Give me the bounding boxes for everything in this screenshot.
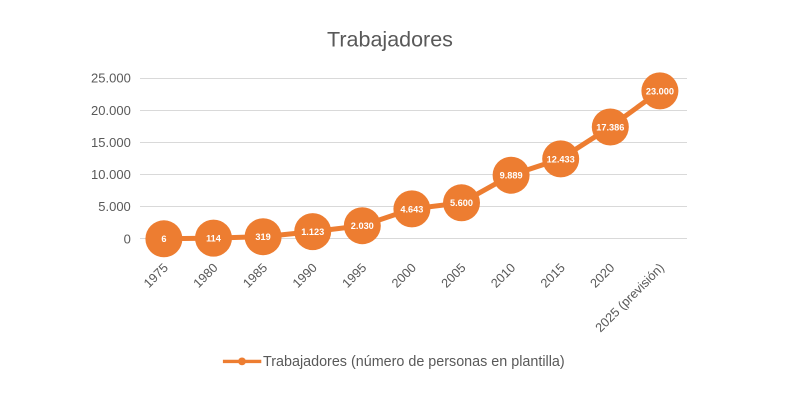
svg-text:Trabajadores (número de person: Trabajadores (número de personas en plan… — [263, 354, 565, 370]
svg-text:9.889: 9.889 — [500, 171, 523, 181]
svg-text:4.643: 4.643 — [400, 204, 423, 214]
svg-text:12.433: 12.433 — [547, 154, 575, 164]
svg-text:Trabajadores: Trabajadores — [327, 28, 453, 52]
svg-text:5.600: 5.600 — [450, 198, 473, 208]
svg-text:1.123: 1.123 — [301, 227, 324, 237]
svg-text:0: 0 — [124, 231, 131, 246]
svg-text:6: 6 — [161, 234, 166, 244]
svg-text:20.000: 20.000 — [91, 103, 131, 118]
svg-text:319: 319 — [255, 232, 270, 242]
svg-text:15.000: 15.000 — [91, 135, 131, 150]
svg-text:114: 114 — [206, 234, 222, 244]
svg-text:10.000: 10.000 — [91, 167, 131, 182]
svg-text:25.000: 25.000 — [91, 71, 131, 86]
svg-text:5.000: 5.000 — [98, 199, 131, 214]
svg-text:23.000: 23.000 — [646, 86, 674, 96]
svg-text:17.386: 17.386 — [596, 122, 624, 132]
svg-text:2.030: 2.030 — [351, 221, 374, 231]
